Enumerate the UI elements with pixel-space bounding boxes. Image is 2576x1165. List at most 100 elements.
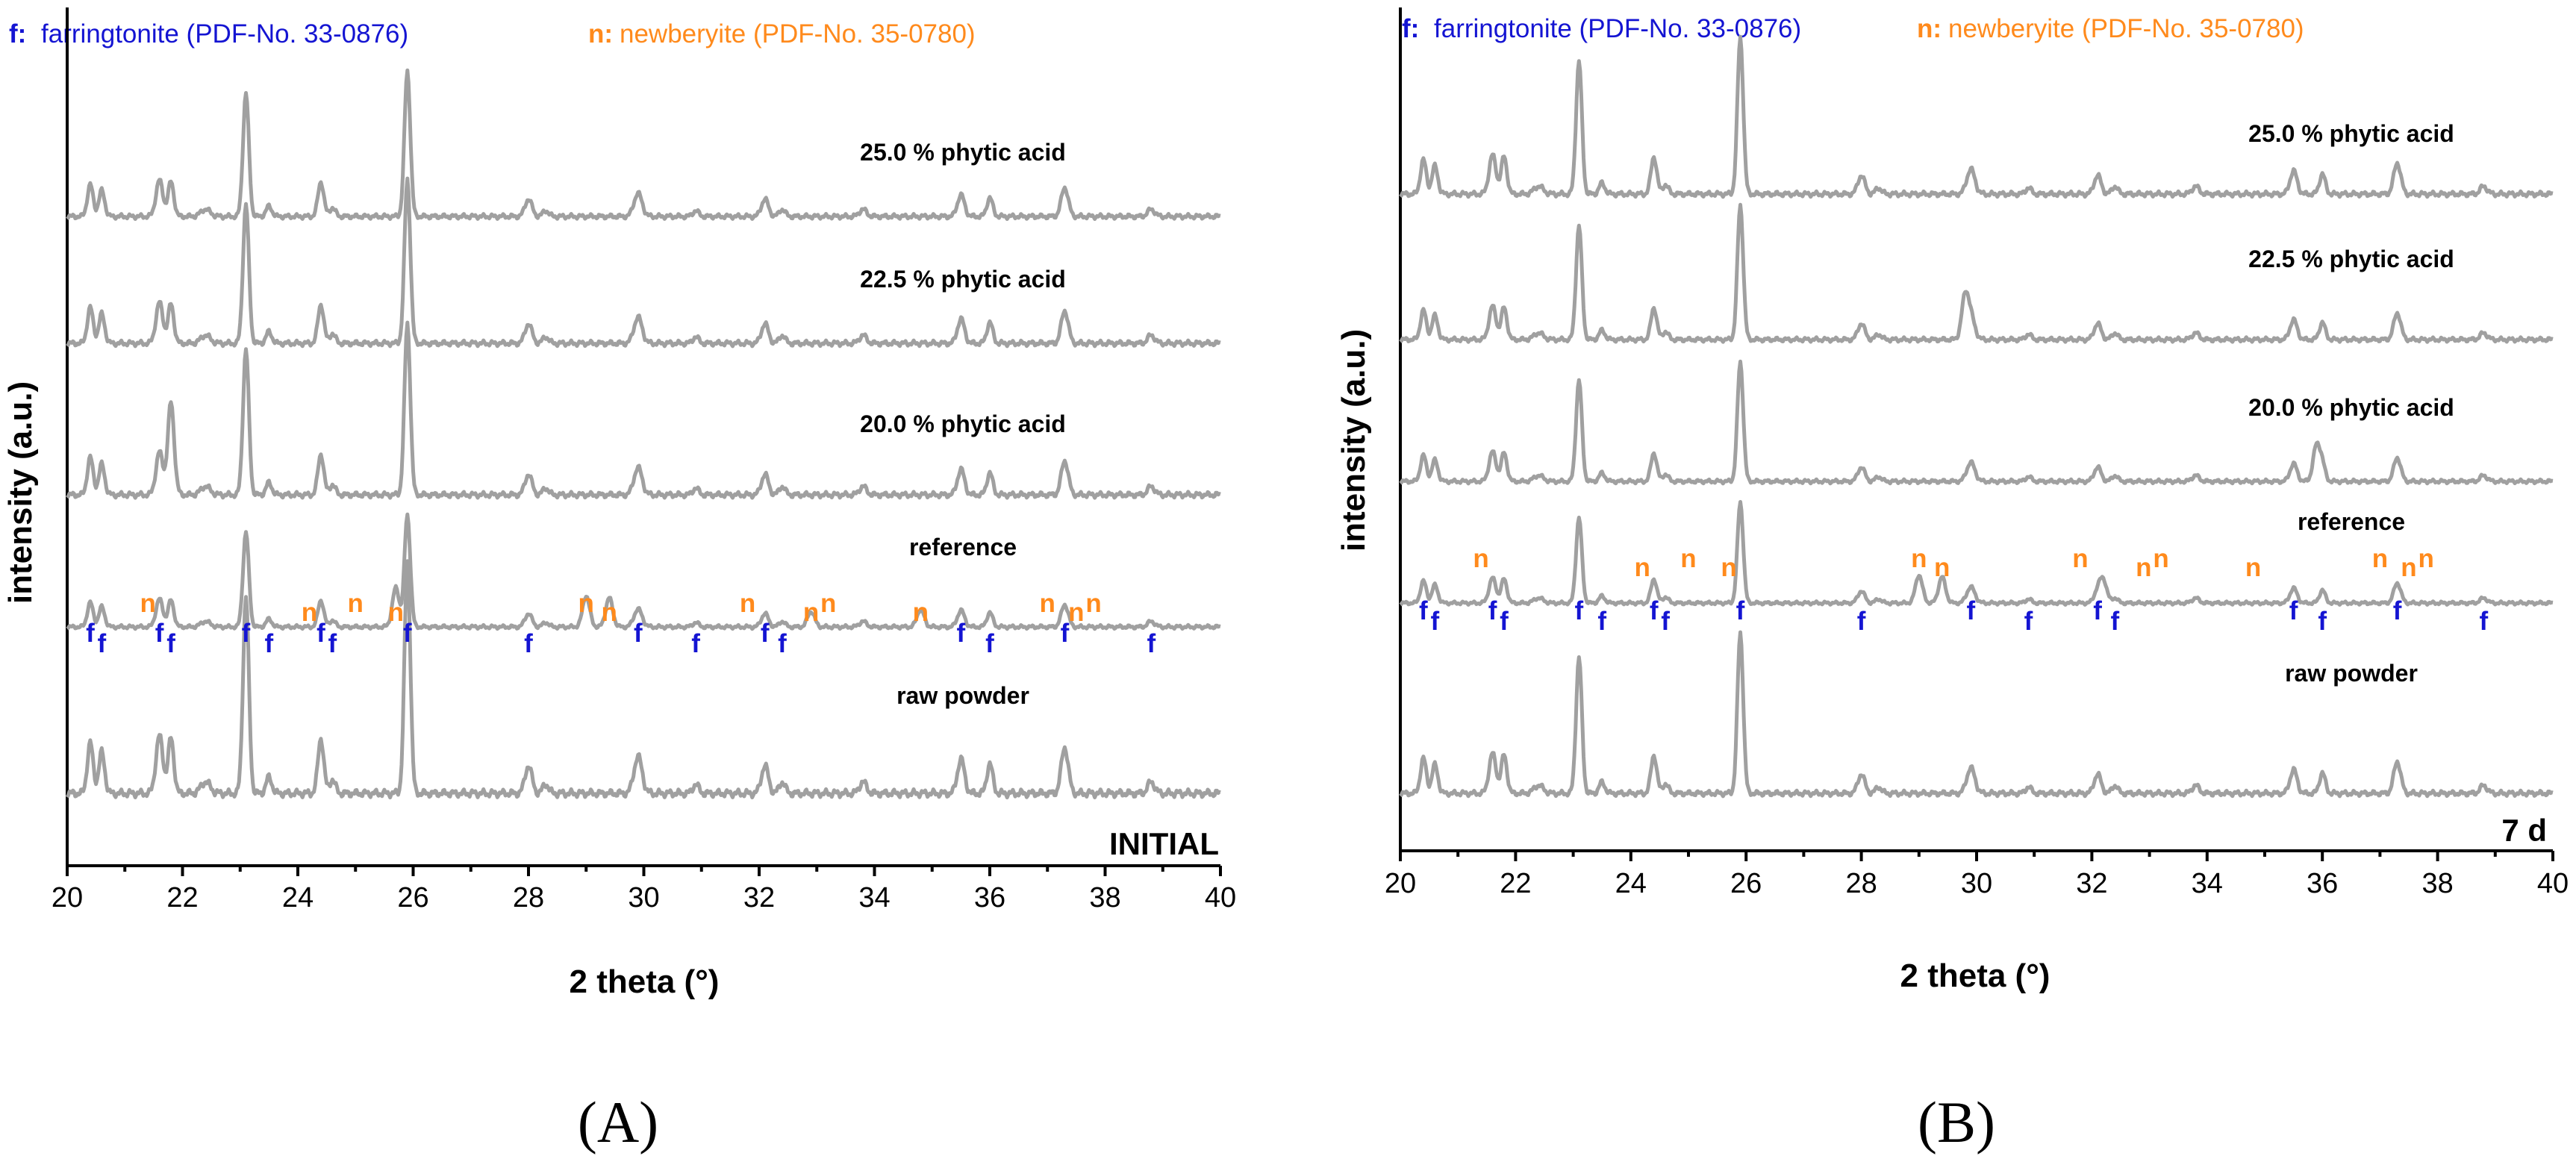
f-marker: f — [1419, 596, 1428, 625]
f-marker: f — [2289, 596, 2298, 625]
f-marker: f — [328, 629, 337, 658]
x-tick-label: 26 — [1730, 868, 1762, 899]
n-marker: n — [820, 589, 836, 618]
f-marker: f — [265, 629, 274, 658]
n-marker: n — [740, 589, 755, 618]
trace-label: raw powder — [2285, 660, 2418, 687]
f-marker: f — [1061, 619, 1070, 648]
trace-label: 20.0 % phytic acid — [860, 410, 1066, 437]
n-marker: n — [140, 589, 155, 618]
trace-label: 25.0 % phytic acid — [860, 139, 1066, 166]
f-marker: f — [1857, 607, 1866, 636]
x-axis-title: 2 theta (°) — [570, 963, 720, 1000]
legend-f-name: farringtonite (PDF-No. 33-0876) — [1434, 14, 1801, 43]
f-marker: f — [1574, 596, 1583, 625]
panel-a: f: farringtonite (PDF-No. 33-0876) n: ne… — [2, 7, 1236, 1155]
x-tick-label: 30 — [1961, 868, 1992, 899]
trace-22-5-phytic-acid — [1399, 202, 2554, 344]
f-marker: f — [1966, 596, 1975, 625]
x-tick-label: 24 — [1615, 868, 1647, 899]
n-marker: n — [1680, 544, 1696, 573]
x-tick-label: 22 — [1500, 868, 1531, 899]
panel-b: f: farringtonite (PDF-No. 33-0876) n: ne… — [1335, 7, 2569, 1155]
n-marker: n — [1721, 553, 1736, 582]
x-tick-label: 28 — [1845, 868, 1877, 899]
n-marker: n — [2245, 553, 2261, 582]
x-axis-title: 2 theta (°) — [1900, 958, 2050, 994]
x-tick-label: 38 — [2421, 868, 2453, 899]
n-marker: n — [2072, 544, 2088, 573]
trace-raw-powder — [65, 559, 1221, 800]
n-marker: n — [1040, 589, 1055, 618]
panel-label: (B) — [1918, 1090, 1995, 1155]
f-marker: f — [2393, 596, 2402, 625]
n-marker: n — [1085, 589, 1101, 618]
x-tick-label: 40 — [1205, 882, 1236, 913]
x-tick-label: 28 — [513, 882, 544, 913]
n-marker: n — [2153, 544, 2168, 573]
legend-n-key: n: — [588, 19, 613, 49]
trace-label: 22.5 % phytic acid — [860, 266, 1066, 293]
f-marker: f — [98, 629, 107, 658]
x-tick-label: 36 — [2307, 868, 2338, 899]
y-axis-title: intensity (a.u.) — [2, 381, 39, 604]
f-marker: f — [155, 619, 164, 648]
legend-n-key: n: — [1917, 14, 1942, 43]
n-marker: n — [2372, 544, 2388, 573]
f-marker: f — [1597, 607, 1606, 636]
n-marker: n — [1911, 544, 1927, 573]
n-marker: n — [578, 589, 594, 618]
f-marker: f — [1430, 607, 1439, 636]
f-marker: f — [86, 619, 95, 648]
x-tick-label: 20 — [52, 882, 83, 913]
f-marker: f — [2318, 607, 2327, 636]
trace-20-0-phytic-acid — [66, 320, 1221, 500]
f-marker: f — [1661, 607, 1670, 636]
legend-n-name: newberyite (PDF-No. 35-0780) — [1948, 14, 2304, 43]
x-tick-label: 24 — [282, 882, 314, 913]
trace-label: 25.0 % phytic acid — [2248, 120, 2454, 147]
trace-raw-powder — [1399, 630, 2554, 799]
corner-label: 7 d — [2501, 813, 2547, 848]
legend-f-name: farringtonite (PDF-No. 33-0876) — [41, 19, 408, 49]
x-tick-label: 38 — [1089, 882, 1120, 913]
x-tick-label: 32 — [2076, 868, 2107, 899]
x-tick-label: 34 — [858, 882, 890, 913]
trace-20-0-phytic-acid — [1399, 359, 2554, 486]
f-marker: f — [1147, 629, 1156, 658]
trace-25-0-phytic-acid — [1399, 34, 2554, 199]
trace-label: 22.5 % phytic acid — [2248, 246, 2454, 272]
f-marker: f — [166, 629, 175, 658]
n-marker: n — [2401, 553, 2416, 582]
f-marker: f — [778, 629, 787, 658]
f-marker: f — [2093, 596, 2102, 625]
x-tick-label: 22 — [166, 882, 198, 913]
n-marker: n — [1068, 598, 1084, 627]
corner-label: INITIAL — [1109, 826, 1219, 861]
n-marker: n — [1473, 544, 1488, 573]
f-marker: f — [1500, 607, 1509, 636]
n-marker: n — [348, 589, 364, 618]
f-marker: f — [2110, 607, 2119, 636]
n-marker: n — [388, 598, 404, 627]
f-marker: f — [1488, 596, 1497, 625]
n-marker: n — [913, 598, 929, 627]
trace-label: 20.0 % phytic acid — [2248, 394, 2454, 421]
f-marker: f — [2024, 607, 2033, 636]
f-marker: f — [634, 619, 643, 648]
panel-label: (A) — [578, 1090, 658, 1155]
x-tick-label: 26 — [397, 882, 428, 913]
trace-label: raw powder — [896, 682, 1029, 709]
y-axis-title: intensity (a.u.) — [1335, 329, 1372, 552]
f-marker: f — [985, 629, 994, 658]
trace-25-0-phytic-acid — [66, 68, 1221, 221]
x-tick-label: 32 — [743, 882, 775, 913]
x-tick-label: 34 — [2192, 868, 2223, 899]
f-marker: f — [1650, 596, 1659, 625]
trace-reference — [1399, 500, 2554, 607]
x-tick-label: 40 — [2537, 868, 2569, 899]
x-tick-label: 36 — [974, 882, 1005, 913]
trace-label: reference — [909, 534, 1017, 560]
trace-22-5-phytic-acid — [66, 176, 1221, 349]
